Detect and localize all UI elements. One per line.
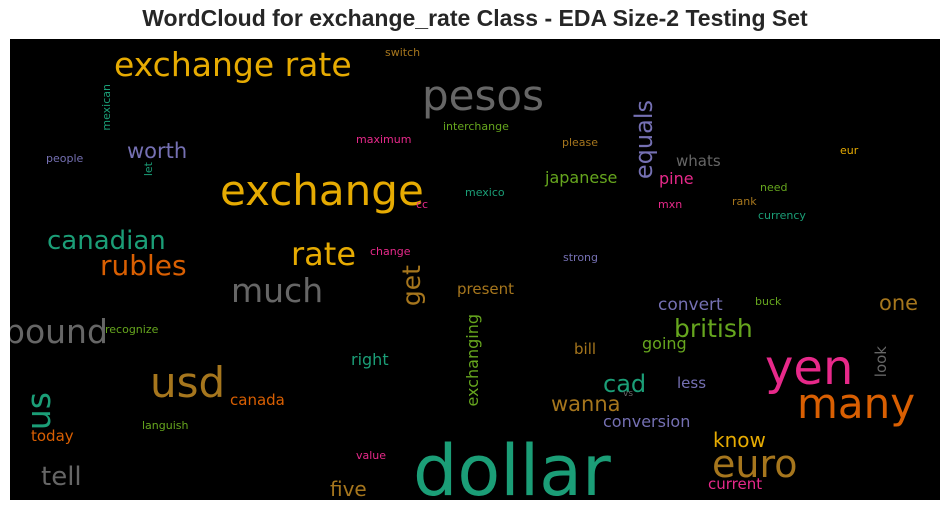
word-tell: tell xyxy=(41,462,82,492)
word-british: british xyxy=(674,314,753,343)
word-exchanging: exchanging xyxy=(463,314,482,407)
word-whats: whats xyxy=(676,152,721,170)
word-mxn: mxn xyxy=(658,198,682,211)
word-yen: yen xyxy=(765,340,853,396)
word-rubles: rubles xyxy=(100,249,187,282)
word-less: less xyxy=(677,374,706,392)
chart-title: WordCloud for exchange_rate Class - EDA … xyxy=(142,5,808,31)
word-wanna: wanna xyxy=(551,392,621,416)
word-exchange: exchange xyxy=(220,166,424,215)
word-many: many xyxy=(797,379,915,428)
word-currency: currency xyxy=(758,209,806,222)
word-canadian: canadian xyxy=(47,226,166,256)
word-worth: worth xyxy=(127,139,187,163)
word-rate: rate xyxy=(291,235,356,273)
word-conversion: conversion xyxy=(603,412,690,431)
word-buck: buck xyxy=(755,295,782,308)
wordcloud-canvas: dollar yen exchange many pesos usd euro exchang… xyxy=(10,39,940,500)
word-present: present xyxy=(457,280,514,298)
word-cc: cc xyxy=(416,198,428,211)
word-pound: pound xyxy=(10,312,108,351)
word-know: know xyxy=(713,428,766,452)
word-pine: pine xyxy=(659,169,694,188)
word-one: one xyxy=(879,291,918,315)
word-convert: convert xyxy=(658,295,723,315)
word-maximum: maximum xyxy=(356,133,411,146)
word-mexico: mexico xyxy=(465,186,505,199)
word-mexican: mexican xyxy=(100,84,113,131)
word-bill: bill xyxy=(574,340,596,358)
word-japanese: japanese xyxy=(544,168,617,187)
word-eur: eur xyxy=(840,144,859,157)
word-current: current xyxy=(708,475,762,493)
word-much: much xyxy=(231,271,323,310)
word-strong: strong xyxy=(563,251,598,264)
word-need: need xyxy=(760,181,788,194)
word-vs: vs xyxy=(623,389,633,399)
word-people: people xyxy=(46,152,84,165)
wordcloud-svg: dollar yen exchange many pesos usd euro exchang… xyxy=(10,45,918,500)
word-get: get xyxy=(397,265,426,306)
word-change: change xyxy=(370,245,411,258)
word-dollar: dollar xyxy=(413,430,611,500)
word-canada: canada xyxy=(230,391,285,409)
word-usd: usd xyxy=(150,358,225,407)
word-us: us xyxy=(19,392,58,430)
word-today: today xyxy=(31,427,74,445)
word-cad: cad xyxy=(603,370,646,398)
word-let: let xyxy=(142,161,155,176)
word-value: value xyxy=(356,449,386,462)
word-languish: languish xyxy=(142,419,189,432)
word-going: going xyxy=(642,334,687,353)
word-please: please xyxy=(562,136,598,149)
word-rank: rank xyxy=(732,195,757,208)
word-exchange-rate: exchange rate xyxy=(114,45,352,84)
word-switch: switch xyxy=(385,46,420,59)
word-euro: euro xyxy=(712,442,798,486)
word-look: look xyxy=(872,346,890,378)
word-interchange: interchange xyxy=(443,120,509,133)
word-equals: equals xyxy=(630,100,658,179)
word-pesos: pesos xyxy=(422,71,544,120)
word-recognize: recognize xyxy=(105,323,159,336)
word-right: right xyxy=(351,350,389,369)
word-five: five xyxy=(330,477,367,500)
